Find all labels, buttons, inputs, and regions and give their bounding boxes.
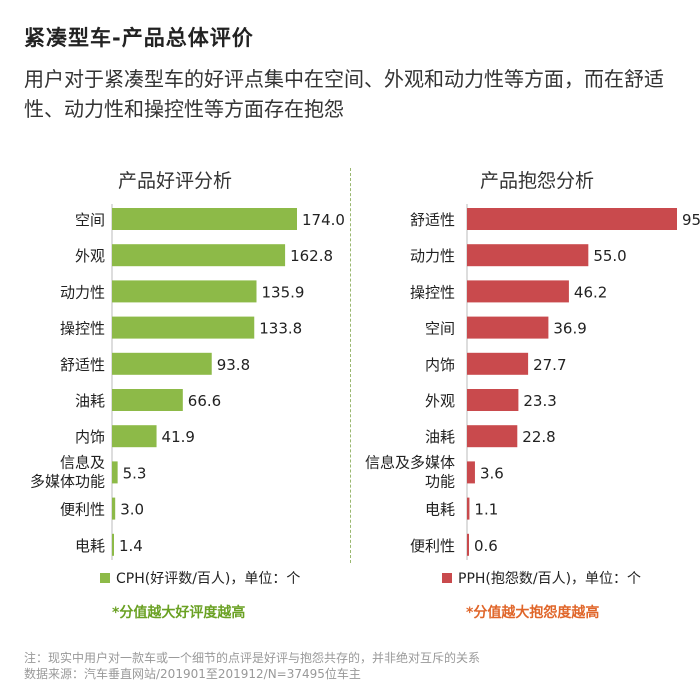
good-chart-title: 产品好评分析 — [118, 170, 233, 192]
bad-value-label-1: 95.2 — [682, 211, 700, 229]
good-category-label-3: 动力性 — [60, 283, 105, 301]
bad-bar-3 — [467, 280, 569, 303]
bad-category-label-5: 内饰 — [425, 356, 455, 374]
good-bar-3 — [112, 280, 257, 303]
bad-category-label-3: 操控性 — [410, 283, 455, 301]
good-category-label-6: 油耗 — [75, 392, 105, 410]
good-value-label-6: 66.6 — [188, 392, 221, 410]
bad-category-label-10: 便利性 — [410, 537, 455, 555]
bad-bar-4 — [467, 316, 549, 339]
good-note: *分值越大好评度越高 — [112, 604, 245, 621]
good-bar-9 — [112, 497, 116, 520]
good-value-label-9: 3.0 — [120, 501, 144, 519]
bad-value-label-8: 3.6 — [480, 464, 504, 482]
good-value-label-8: 5.3 — [123, 464, 147, 482]
page-subtitle: 用户对于紧凑型车的好评点集中在空间、外观和动力性等方面，而在舒适性、动力性和操控… — [24, 67, 664, 121]
good-bar-1 — [112, 208, 297, 230]
good-bar-6 — [112, 389, 183, 411]
bad-value-label-10: 0.6 — [474, 537, 498, 555]
good-value-label-1: 174.0 — [302, 211, 345, 229]
good-category-label-7: 内饰 — [75, 428, 105, 446]
good-bar-5 — [112, 352, 212, 375]
footnote-source: 数据来源：汽车垂直网站/201901至201912/N=37495位车主 — [24, 667, 361, 681]
bad-bar-5 — [467, 352, 529, 375]
bad-value-label-7: 22.8 — [522, 428, 555, 446]
panel-divider — [350, 168, 351, 563]
good-category-label-4: 操控性 — [60, 320, 105, 338]
bad-category-label-6: 外观 — [425, 392, 455, 410]
page-title: 紧凑型车-产品总体评价 — [24, 26, 254, 50]
good-category-label-2: 外观 — [75, 247, 105, 265]
good-value-label-5: 93.8 — [217, 356, 250, 374]
bad-value-label-3: 46.2 — [574, 283, 607, 301]
good-category-label-8-line2: 多媒体功能 — [30, 472, 105, 490]
good-category-label-8-line1: 信息及 — [60, 453, 105, 471]
bad-chart-title: 产品抱怨分析 — [480, 170, 595, 192]
bad-category-label-8-line1: 信息及多媒体 — [365, 453, 455, 471]
bad-category-label-1: 舒适性 — [410, 211, 455, 229]
good-value-label-7: 41.9 — [162, 428, 195, 446]
footnote-note: 注：现实中用户对一款车或一个细节的点评是好评与抱怨共存的，并非绝对互斥的关系 — [24, 651, 481, 665]
charts-canvas: 174.0 空间 162.8 外观 135.9 动力性 133.8 操控性 93.8 舒适性 66.… — [30, 204, 700, 621]
bad-category-label-7: 油耗 — [425, 428, 455, 446]
bad-value-label-2: 55.0 — [593, 247, 626, 265]
bad-bar-10 — [467, 533, 469, 556]
good-legend-label: CPH(好评数/百人)，单位：个 — [116, 571, 300, 587]
bad-note: *分值越大抱怨度越高 — [466, 604, 599, 621]
good-legend-swatch — [100, 573, 110, 583]
good-value-label-10: 1.4 — [119, 537, 143, 555]
good-value-label-2: 162.8 — [290, 247, 333, 265]
bad-legend-swatch — [442, 573, 452, 583]
bad-bar-2 — [467, 244, 589, 267]
bad-category-label-9: 电耗 — [425, 501, 455, 519]
bad-bar-1 — [467, 208, 677, 230]
bad-bar-7 — [467, 425, 518, 448]
bad-category-label-8-line2: 功能 — [425, 472, 455, 490]
good-category-label-5: 舒适性 — [60, 356, 105, 374]
good-value-label-3: 135.9 — [261, 283, 304, 301]
bad-value-label-4: 36.9 — [553, 320, 586, 338]
bad-bar-6 — [467, 389, 519, 411]
bad-value-label-6: 23.3 — [523, 392, 556, 410]
good-bar-4 — [112, 316, 255, 339]
good-value-label-4: 133.8 — [259, 320, 302, 338]
good-category-label-9: 便利性 — [60, 501, 105, 519]
good-bar-8 — [112, 461, 118, 484]
good-bar-2 — [112, 244, 286, 267]
bad-category-label-2: 动力性 — [410, 247, 455, 265]
footnote: 注：现实中用户对一款车或一个细节的点评是好评与抱怨共存的，并非绝对互斥的关系 数… — [24, 650, 684, 682]
bad-category-label-4: 空间 — [425, 320, 455, 338]
good-bar-10 — [112, 533, 114, 556]
bad-bar-8 — [467, 461, 475, 484]
good-bar-7 — [112, 425, 157, 448]
bad-value-label-5: 27.7 — [533, 356, 566, 374]
good-category-label-10: 电耗 — [75, 537, 105, 555]
bad-value-label-9: 1.1 — [474, 501, 498, 519]
bad-bar-9 — [467, 497, 470, 520]
bad-legend-label: PPH(抱怨数/百人)，单位：个 — [458, 571, 641, 587]
good-category-label-1: 空间 — [75, 211, 105, 229]
